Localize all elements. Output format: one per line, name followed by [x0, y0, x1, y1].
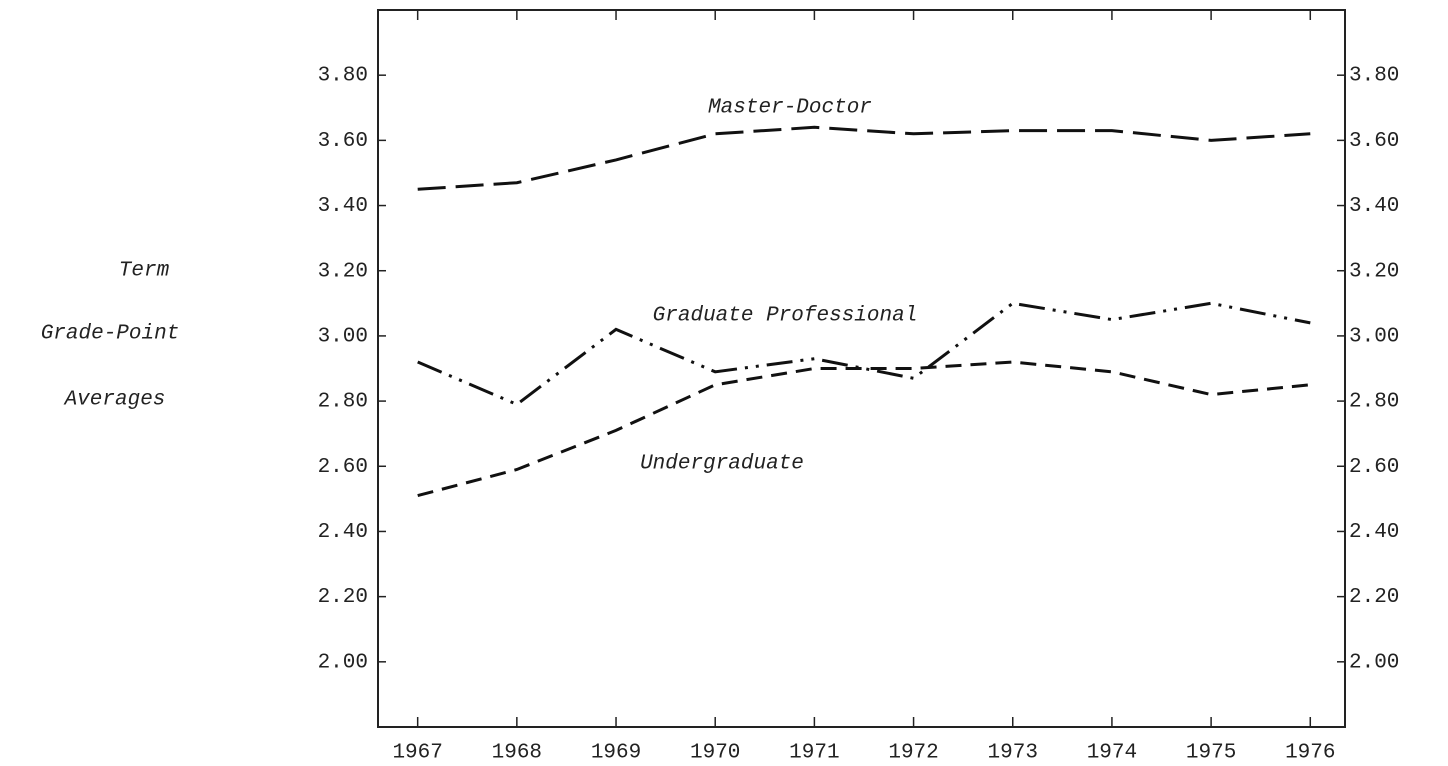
y-tick-label: 2.40 [318, 521, 368, 544]
x-tick-label: 1970 [690, 742, 740, 765]
y-axis-label: Averages [63, 389, 166, 412]
y2-tick-label: 2.60 [1349, 456, 1399, 479]
series-line [417, 125, 1311, 191]
y2-tick-label: 2.20 [1349, 586, 1399, 609]
y-tick-label: 3.00 [318, 325, 368, 348]
y2-tick-label: 2.40 [1349, 521, 1399, 544]
y-tick-label: 2.80 [318, 391, 368, 414]
y2-tick-label: 3.20 [1349, 260, 1399, 283]
x-tick-label: 1971 [789, 742, 839, 765]
series-label: Master-Doctor [708, 97, 872, 120]
x-tick-label: 1969 [591, 742, 641, 765]
x-tick-label: 1975 [1186, 742, 1236, 765]
series-line [417, 360, 1311, 498]
y-tick-label: 2.00 [318, 651, 368, 674]
x-tick-label: 1968 [492, 742, 542, 765]
y-tick-label: 2.20 [318, 586, 368, 609]
y-tick-label: 3.80 [318, 65, 368, 88]
y-tick-label: 3.20 [318, 260, 368, 283]
series-label: Undergraduate [640, 453, 804, 476]
y2-tick-label: 3.60 [1349, 130, 1399, 153]
plot-frame [377, 9, 1346, 728]
x-tick-label: 1973 [988, 742, 1038, 765]
y2-tick-label: 2.80 [1349, 391, 1399, 414]
y-tick-label: 3.60 [318, 130, 368, 153]
y-tick-label: 3.40 [318, 195, 368, 218]
y2-tick-label: 2.00 [1349, 651, 1399, 674]
x-tick-label: 1974 [1087, 742, 1137, 765]
x-tick-label: 1967 [392, 742, 442, 765]
y-axis-label: Term [119, 260, 170, 283]
y2-tick-label: 3.40 [1349, 195, 1399, 218]
series-label: Graduate Professional [653, 305, 918, 328]
x-tick-label: 1976 [1285, 742, 1335, 765]
y-axis-label: Grade-Point [41, 323, 180, 346]
y2-tick-label: 3.80 [1349, 65, 1399, 88]
x-tick-label: 1972 [888, 742, 938, 765]
series-line [417, 301, 1311, 407]
y2-tick-label: 3.00 [1349, 325, 1399, 348]
y-tick-label: 2.60 [318, 456, 368, 479]
